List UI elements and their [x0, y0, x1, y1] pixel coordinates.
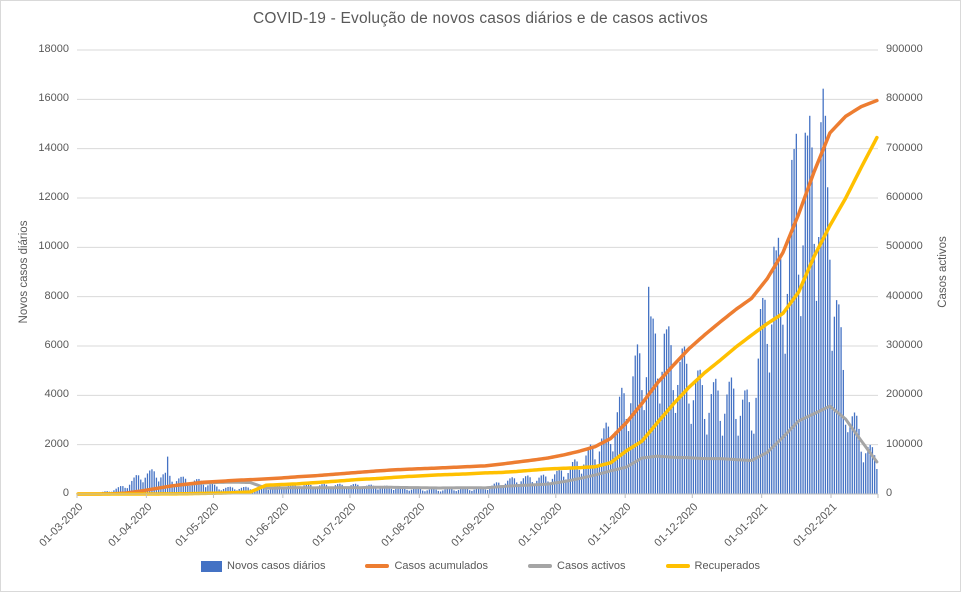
legend-label: Recuperados — [695, 560, 760, 572]
right-axis-tick-600000: 600000 — [886, 191, 923, 203]
legend-label: Casos activos — [557, 560, 625, 572]
series-lines[interactable] — [78, 101, 877, 494]
left-axis-tick-16000: 16000 — [9, 92, 69, 104]
legend-swatch-line — [666, 564, 690, 568]
left-axis-tick-4000: 4000 — [9, 388, 69, 400]
line-casos-acumulados[interactable] — [78, 101, 877, 494]
left-axis-tick-10000: 10000 — [9, 240, 69, 252]
right-axis-tick-400000: 400000 — [886, 290, 923, 302]
right-axis-tick-900000: 900000 — [886, 43, 923, 55]
right-axis-tick-200000: 200000 — [886, 388, 923, 400]
left-axis-tick-0: 0 — [9, 487, 69, 499]
right-axis-tick-100000: 100000 — [886, 438, 923, 450]
legend-swatch-line — [365, 564, 389, 568]
right-axis-tick-0: 0 — [886, 487, 892, 499]
line-casos-activos[interactable] — [78, 406, 877, 494]
right-axis-tick-300000: 300000 — [886, 339, 923, 351]
line-recuperados[interactable] — [78, 138, 877, 494]
legend-item-casos-acumulados[interactable]: Casos acumulados — [365, 560, 488, 572]
legend-label: Casos acumulados — [394, 560, 488, 572]
left-axis-tick-6000: 6000 — [9, 339, 69, 351]
legend: Novos casos diários Casos acumulados Casos… — [1, 560, 960, 572]
legend-item-casos-activos[interactable]: Casos activos — [528, 560, 625, 572]
left-axis-tick-12000: 12000 — [9, 191, 69, 203]
left-axis-tick-8000: 8000 — [9, 290, 69, 302]
legend-item-recuperados[interactable]: Recuperados — [666, 560, 760, 572]
legend-swatch-line — [528, 564, 552, 568]
legend-swatch-bar — [201, 561, 222, 572]
legend-item-novos-casos-diarios[interactable]: Novos casos diários — [201, 560, 325, 572]
right-axis-tick-800000: 800000 — [886, 92, 923, 104]
left-axis-tick-18000: 18000 — [9, 43, 69, 55]
right-axis-tick-700000: 700000 — [886, 142, 923, 154]
legend-label: Novos casos diários — [227, 560, 325, 572]
left-axis-tick-2000: 2000 — [9, 438, 69, 450]
left-axis-tick-14000: 14000 — [9, 142, 69, 154]
right-axis-tick-500000: 500000 — [886, 240, 923, 252]
